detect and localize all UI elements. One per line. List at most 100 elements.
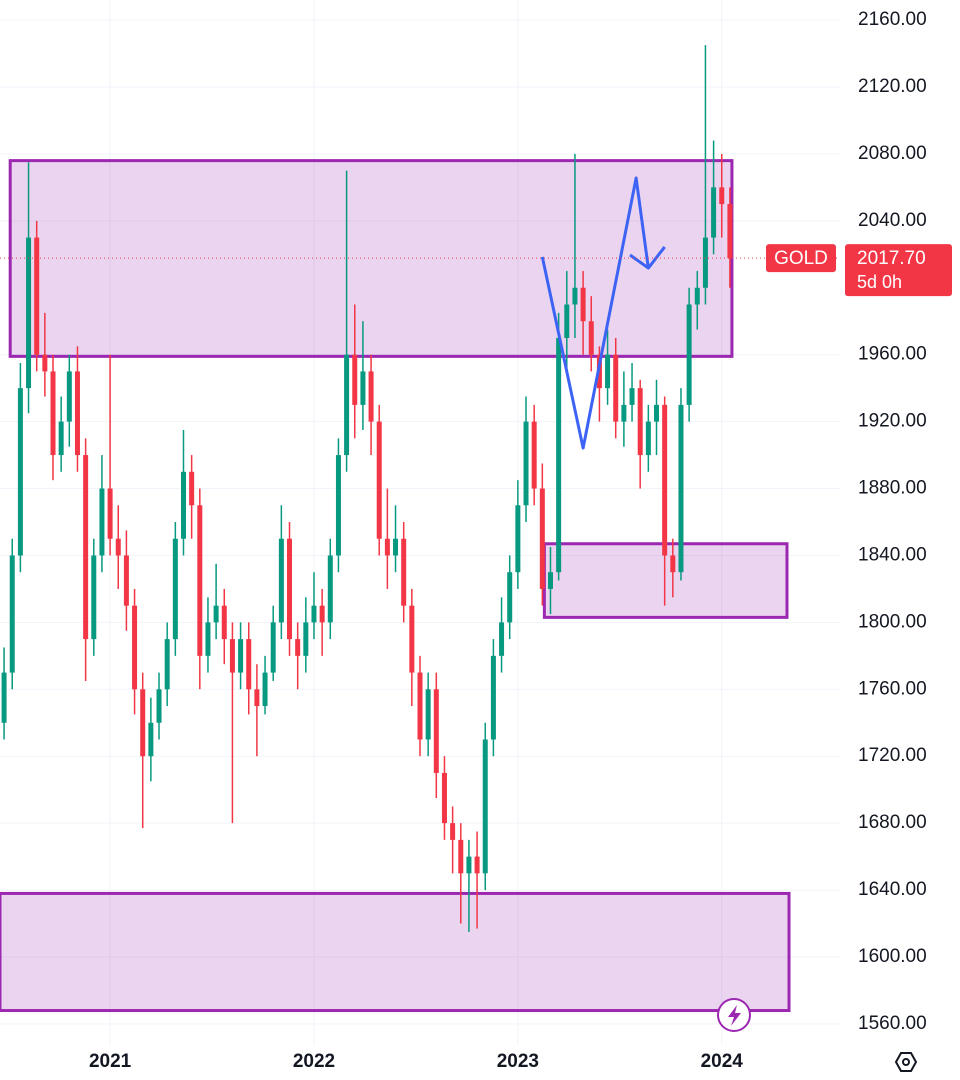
candle-body bbox=[474, 856, 480, 874]
zone bbox=[0, 891, 791, 1013]
candle-body bbox=[83, 455, 89, 640]
candle-body bbox=[327, 555, 333, 623]
candle-body bbox=[156, 689, 162, 723]
candle-body bbox=[74, 371, 80, 456]
candle-body bbox=[515, 505, 521, 573]
candle-body bbox=[197, 505, 203, 656]
candle-body bbox=[360, 371, 366, 405]
trend-drawing bbox=[629, 246, 666, 270]
candle-body bbox=[409, 605, 415, 673]
candle-body bbox=[58, 421, 64, 456]
candle-body bbox=[262, 672, 268, 707]
candle-body bbox=[99, 488, 105, 556]
candle-body bbox=[702, 237, 708, 288]
candle-body bbox=[401, 538, 407, 606]
x-tick-label: 2022 bbox=[293, 1051, 335, 1072]
candle-body bbox=[1, 672, 7, 723]
y-tick-label: 1760.00 bbox=[858, 678, 927, 699]
candle-body bbox=[613, 354, 619, 422]
candle-body bbox=[670, 555, 676, 573]
settings-icon-center bbox=[902, 1058, 910, 1066]
zone bbox=[542, 542, 789, 619]
candle-body bbox=[588, 321, 594, 355]
candle-body bbox=[213, 605, 219, 623]
candle-body bbox=[433, 689, 439, 773]
candle-body bbox=[34, 237, 40, 355]
y-tick-label: 1920.00 bbox=[858, 411, 927, 432]
candle-body bbox=[229, 639, 235, 673]
candle-body bbox=[238, 639, 244, 673]
candle-body bbox=[694, 287, 700, 305]
candle-body bbox=[629, 388, 635, 405]
candle-body bbox=[352, 354, 358, 405]
candle-body bbox=[482, 739, 488, 874]
candle-body bbox=[458, 839, 464, 874]
candle-body bbox=[499, 622, 505, 656]
candle-body bbox=[727, 204, 733, 259]
candle-body bbox=[490, 655, 496, 740]
candle-body bbox=[189, 471, 195, 506]
trend-drawing bbox=[540, 176, 650, 450]
candle-body bbox=[417, 672, 423, 740]
candle-body bbox=[221, 605, 227, 640]
candle-body bbox=[564, 304, 570, 338]
settings-icon[interactable] bbox=[894, 1052, 918, 1072]
y-tick-label: 1800.00 bbox=[858, 611, 927, 632]
candle-body bbox=[278, 538, 284, 623]
x-tick-label: 2024 bbox=[701, 1051, 744, 1072]
candle-body bbox=[450, 823, 456, 840]
y-tick-label: 2040.00 bbox=[858, 210, 927, 231]
candle-body bbox=[26, 237, 32, 389]
symbol-label: GOLD bbox=[774, 248, 828, 269]
candle-body bbox=[711, 187, 717, 238]
candle-body bbox=[180, 471, 186, 539]
candle-body bbox=[115, 538, 121, 556]
candle-body bbox=[384, 538, 390, 556]
candle-body bbox=[539, 488, 545, 589]
candle-body bbox=[254, 689, 260, 707]
candle-body bbox=[9, 555, 15, 673]
candle-body bbox=[678, 404, 684, 573]
y-tick-label: 2120.00 bbox=[858, 76, 927, 97]
candle-body bbox=[335, 455, 341, 556]
candle-body bbox=[654, 404, 660, 422]
price-label: 2017.70 bbox=[857, 248, 926, 269]
candle-body bbox=[107, 488, 113, 539]
candle-body bbox=[164, 639, 170, 690]
lightning-icon[interactable] bbox=[728, 1005, 741, 1026]
symbol-tag bbox=[766, 244, 836, 273]
candle-body bbox=[344, 354, 350, 456]
candle-body bbox=[441, 772, 447, 824]
x-tick-label: 2021 bbox=[89, 1051, 132, 1072]
y-tick-label: 2080.00 bbox=[858, 143, 927, 164]
candle-body bbox=[140, 689, 146, 757]
candle-body bbox=[466, 856, 472, 874]
candle-body bbox=[319, 605, 325, 623]
candle-body bbox=[295, 639, 301, 656]
y-tick-label: 1960.00 bbox=[858, 344, 927, 365]
candle-body bbox=[205, 622, 211, 656]
lightning-button[interactable] bbox=[717, 998, 751, 1032]
candle-body bbox=[556, 337, 562, 573]
candle-body bbox=[507, 572, 513, 623]
y-tick-label: 1680.00 bbox=[858, 812, 927, 833]
y-tick-label: 1880.00 bbox=[858, 478, 927, 499]
candles bbox=[1, 45, 733, 932]
y-tick-label: 2160.00 bbox=[858, 9, 927, 30]
candle-body bbox=[662, 404, 668, 556]
candle-body bbox=[547, 572, 553, 589]
zones bbox=[0, 159, 791, 1013]
axes: 2160.00 2120.00 2080.00 2040.00 1960.00 1920.… bbox=[89, 9, 952, 1072]
candle-body bbox=[645, 421, 651, 456]
candle-body bbox=[246, 639, 252, 690]
candle-body bbox=[605, 354, 611, 389]
candle-body bbox=[17, 388, 23, 556]
candle-body bbox=[66, 371, 72, 422]
candle-body bbox=[148, 722, 154, 757]
y-tick-label: 1640.00 bbox=[858, 879, 927, 900]
candle-body bbox=[376, 421, 382, 539]
x-tick-label: 2023 bbox=[497, 1051, 539, 1072]
candle-body bbox=[621, 404, 627, 422]
candle-body bbox=[686, 304, 692, 405]
